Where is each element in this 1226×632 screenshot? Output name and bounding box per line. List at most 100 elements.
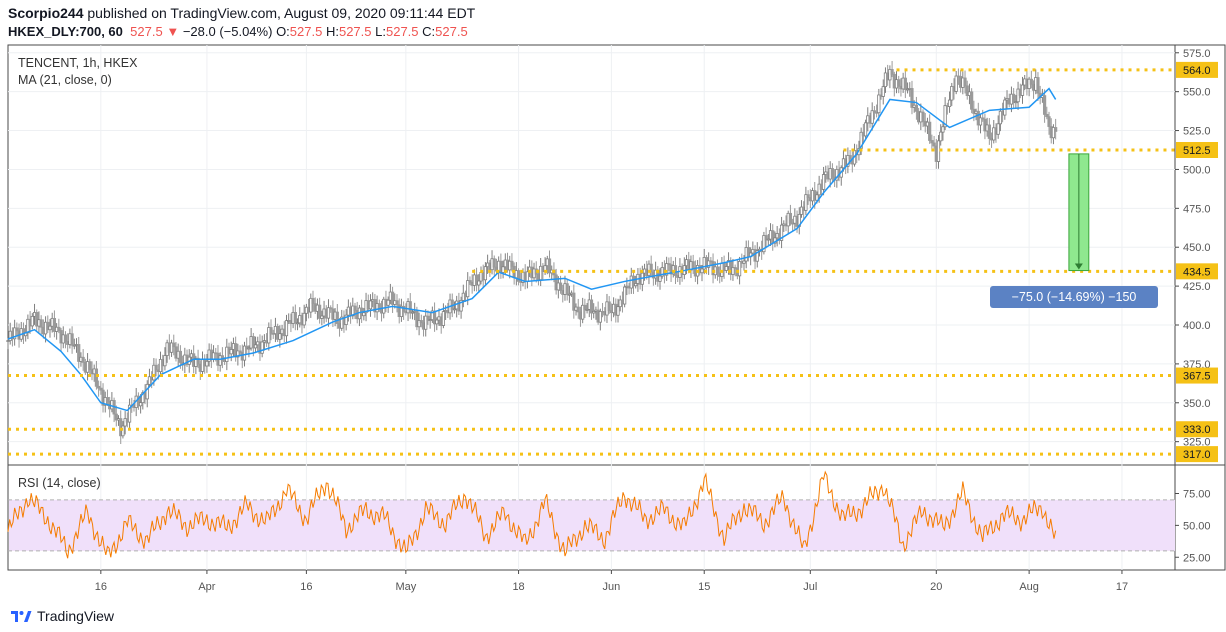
price-chart[interactable]: 575.0 550.0 525.0 500.0 475.0 450.0 425.0 400.0… <box>0 0 1226 600</box>
candle-body <box>1045 114 1049 118</box>
publish-header: Scorpio244 published on TradingView.com,… <box>8 5 475 21</box>
rsi-line <box>7 470 1057 559</box>
candle-body <box>432 310 437 325</box>
price-tick-label: 575.0 <box>1183 48 1211 60</box>
candle-body <box>386 299 390 306</box>
candle-body <box>466 280 470 298</box>
candle-body <box>691 261 695 269</box>
candle-body <box>48 325 52 331</box>
candle-body <box>943 105 947 128</box>
time-tick-label: Jun <box>603 581 621 593</box>
candle-body <box>762 235 766 253</box>
candle-body <box>863 122 868 137</box>
candle-body <box>1042 95 1047 115</box>
candle-body <box>196 357 200 365</box>
candle-body <box>848 155 852 160</box>
candle-body <box>572 292 576 311</box>
candle-body <box>147 376 152 385</box>
candle-body <box>731 267 735 275</box>
candle-body <box>390 291 395 305</box>
price-tick-label: 500.0 <box>1183 164 1211 176</box>
candle-body <box>525 271 530 282</box>
candle-body <box>950 86 954 101</box>
candle-body <box>77 344 81 362</box>
rsi-tick-label: 50.00 <box>1183 520 1211 532</box>
tradingview-logo-icon[interactable] <box>10 608 32 624</box>
candle-body <box>57 326 61 331</box>
candle-body <box>881 86 885 97</box>
candle-body <box>764 235 768 241</box>
candle-body <box>169 342 174 353</box>
candle-body <box>251 336 255 349</box>
candle-body <box>351 305 355 317</box>
candle-body <box>417 320 421 328</box>
candle-body <box>276 325 280 340</box>
candle-body <box>766 238 770 241</box>
candle-body <box>700 268 704 274</box>
level-price-tag <box>1176 367 1218 384</box>
level-price-label: 333.0 <box>1183 424 1211 436</box>
candle-body <box>581 304 585 320</box>
candle-body <box>821 174 826 190</box>
candle-body <box>468 280 472 283</box>
candle-body <box>452 308 457 311</box>
candle-body <box>242 345 247 361</box>
candle-body <box>665 263 669 276</box>
candle-body <box>477 280 481 286</box>
candle-body <box>936 140 941 162</box>
price-tick-label: 525.0 <box>1183 126 1211 138</box>
candle-body <box>928 121 932 141</box>
candle-body <box>947 99 952 107</box>
candle-body <box>6 340 10 342</box>
candle-body <box>269 327 273 334</box>
candle-body <box>99 387 103 391</box>
close-value: 527.5 <box>435 24 468 39</box>
candle-body <box>978 117 983 126</box>
publish-info: published on TradingView.com, August 09,… <box>87 5 476 21</box>
price-change: −28.0 (−5.04%) <box>182 24 273 39</box>
tradingview-brand[interactable]: TradingView <box>37 608 115 624</box>
level-price-tag <box>1176 142 1218 158</box>
candle-body <box>172 342 176 348</box>
chart-title: TENCENT, 1h, HKEX <box>18 56 138 70</box>
candle-body <box>607 301 611 311</box>
candle-body <box>1054 127 1058 132</box>
candle-body <box>1047 116 1051 127</box>
candle-body <box>335 311 339 324</box>
price-tick-label: 475.0 <box>1183 203 1211 215</box>
candle-body <box>435 319 439 325</box>
close-label: C: <box>422 24 436 39</box>
candle-body <box>284 320 289 337</box>
candle-body <box>755 250 759 262</box>
candle-body <box>145 383 149 400</box>
candle-body <box>267 327 271 344</box>
high-value: 527.5 <box>338 24 372 39</box>
candle-body <box>970 91 974 110</box>
candle-body <box>311 297 315 305</box>
time-tick-label: 15 <box>698 581 710 593</box>
price-tick-label: 450.0 <box>1183 242 1211 254</box>
candle-body <box>565 283 569 296</box>
candle-body <box>954 75 958 92</box>
candle-body <box>154 364 158 371</box>
footer: TradingView <box>10 608 114 624</box>
candle-body <box>877 94 881 114</box>
candle-body <box>205 360 209 367</box>
author-name[interactable]: Scorpio244 <box>8 5 84 21</box>
candle-body <box>492 258 496 268</box>
candle-body <box>897 79 901 87</box>
candle-body <box>163 355 167 367</box>
open-label: O: <box>276 24 290 39</box>
candle-body <box>260 341 264 354</box>
candle-body <box>903 77 907 90</box>
level-price-tag <box>1176 446 1218 463</box>
candle-body <box>890 69 894 75</box>
candle-body <box>326 307 331 319</box>
candle-body <box>707 260 711 268</box>
candle-body <box>459 299 463 312</box>
candle-body <box>1020 84 1025 96</box>
candle-body <box>395 300 399 306</box>
time-tick-label: 20 <box>930 581 942 593</box>
candle-body <box>567 293 571 296</box>
last-price: 527.5 <box>130 24 163 39</box>
